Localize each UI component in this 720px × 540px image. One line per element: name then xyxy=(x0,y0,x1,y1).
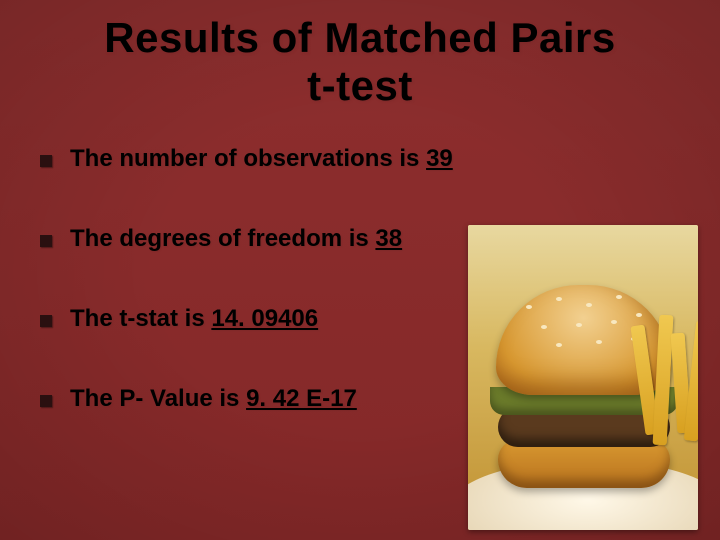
square-bullet-icon xyxy=(40,235,52,247)
hamburger-image xyxy=(468,225,698,530)
square-bullet-icon xyxy=(40,395,52,407)
slide-title: Results of Matched Pairs t-test xyxy=(0,0,720,111)
square-bullet-icon xyxy=(40,315,52,327)
title-line-1: Results of Matched Pairs xyxy=(104,14,615,61)
bullet-label: The P- Value is xyxy=(70,385,246,412)
bullet-value: 39 xyxy=(426,145,453,172)
bullet-text: The degrees of freedom is 38 xyxy=(70,225,402,253)
bullet-text: The number of observations is 39 xyxy=(70,145,453,173)
bullet-label: The number of observations is xyxy=(70,145,426,172)
square-bullet-icon xyxy=(40,155,52,167)
bullet-value: 14. 09406 xyxy=(211,305,318,332)
bullet-label: The t-stat is xyxy=(70,305,211,332)
bullet-value: 38 xyxy=(375,225,402,252)
bullet-text: The t-stat is 14. 09406 xyxy=(70,305,318,333)
bullet-label: The degrees of freedom is xyxy=(70,225,375,252)
bullet-item: The number of observations is 39 xyxy=(40,145,680,173)
slide: Results of Matched Pairs t-test The numb… xyxy=(0,0,720,540)
title-line-2: t-test xyxy=(307,62,413,109)
bullet-value: 9. 42 E-17 xyxy=(246,385,357,412)
bullet-text: The P- Value is 9. 42 E-17 xyxy=(70,385,357,413)
